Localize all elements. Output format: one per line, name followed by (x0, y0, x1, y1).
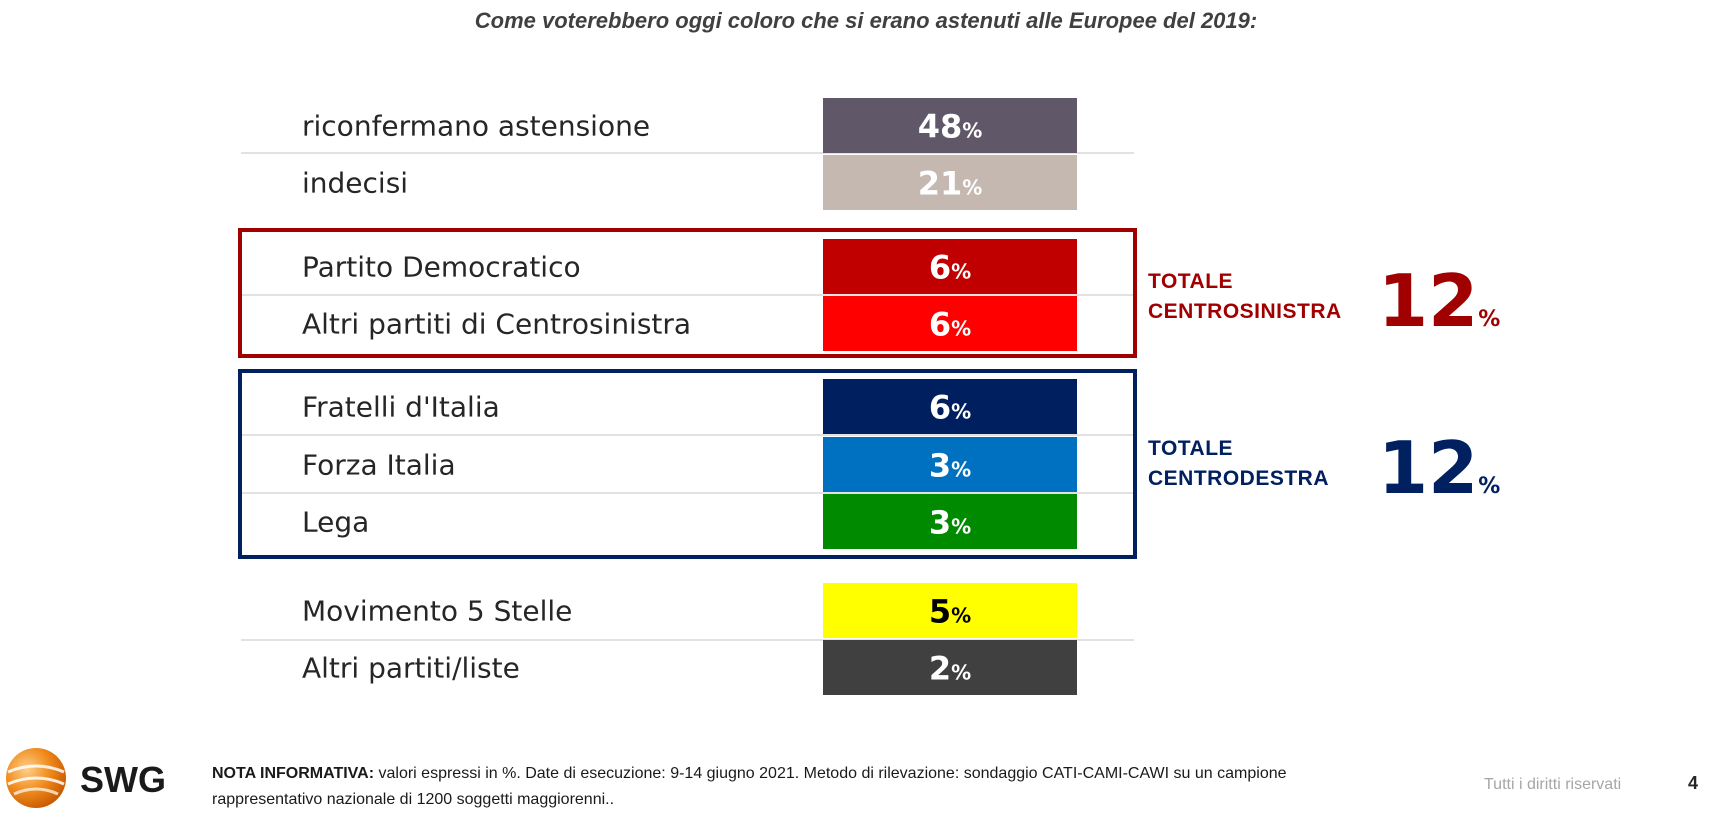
total-centrosinistra-unit: % (1478, 307, 1501, 332)
total-centrodestra-unit: % (1478, 474, 1501, 499)
total-centrodestra-value: 12% (1378, 432, 1500, 523)
value-label: 3% (929, 504, 971, 542)
value-unit: % (951, 317, 971, 341)
value-unit: % (951, 458, 971, 482)
value-label: 5% (929, 593, 971, 631)
logo-text: SWG (80, 759, 166, 800)
total-centrosinistra-label: TOTALE CENTROSINISTRA (1148, 267, 1342, 327)
row-label: riconfermano astensione (302, 110, 650, 143)
centrosinistra-box (238, 228, 1137, 358)
total-centrosinistra-label-line1: TOTALE (1148, 270, 1234, 293)
total-centrosinistra-value: 12% (1378, 265, 1500, 356)
footnote-text: valori espressi in %. Date di esecuzione… (212, 765, 1287, 808)
value-cell (823, 379, 1077, 434)
value-number: 3 (929, 447, 951, 485)
value-unit: % (962, 176, 982, 200)
value-unit: % (962, 119, 982, 143)
row-label: Fratelli d'Italia (302, 391, 500, 424)
value-number: 6 (929, 306, 951, 344)
total-centrosinistra-number: 12 (1378, 259, 1479, 343)
value-number: 6 (929, 249, 951, 287)
value-number: 6 (929, 389, 951, 427)
value-label: 3% (929, 447, 971, 485)
value-cell (823, 98, 1077, 153)
value-cell (823, 583, 1077, 638)
row-label: Forza Italia (302, 449, 456, 482)
value-number: 3 (929, 504, 951, 542)
value-label: 48% (918, 108, 983, 146)
chart-title: Come voterebbero oggi coloro che si eran… (474, 8, 1258, 33)
value-label: 6% (929, 249, 971, 287)
row-label: Movimento 5 Stelle (302, 595, 572, 628)
value-cell (823, 239, 1077, 294)
total-centrodestra-number: 12 (1378, 426, 1479, 510)
value-number: 5 (929, 593, 951, 631)
value-cell (823, 494, 1077, 549)
total-centrodestra-label: TOTALE CENTRODESTRA (1148, 434, 1329, 494)
value-label: 6% (929, 306, 971, 344)
row-label: Lega (302, 506, 369, 539)
value-unit: % (951, 604, 971, 628)
value-label: 21% (918, 165, 983, 203)
value-unit: % (951, 260, 971, 284)
value-cell (823, 296, 1077, 351)
row-label: Altri partiti di Centrosinistra (302, 308, 691, 341)
value-unit: % (951, 400, 971, 424)
footnote-label: NOTA INFORMATIVA: (212, 765, 375, 782)
value-label: 2% (929, 650, 971, 688)
value-cell (823, 640, 1077, 695)
value-unit: % (951, 515, 971, 539)
total-centrosinistra-label-line2: CENTROSINISTRA (1148, 300, 1342, 323)
value-cell (823, 437, 1077, 492)
value-number: 21 (918, 165, 963, 203)
value-number: 2 (929, 650, 951, 688)
value-cell (823, 155, 1077, 210)
total-centrodestra-label-line2: CENTRODESTRA (1148, 467, 1330, 490)
value-label: 6% (929, 389, 971, 427)
centrodestra-box (238, 369, 1137, 559)
row-label: indecisi (302, 167, 408, 200)
row-label: Altri partiti/liste (302, 652, 520, 685)
value-number: 48 (918, 108, 963, 146)
swg-logo: SWG (6, 748, 166, 808)
row-label: Partito Democratico (302, 251, 581, 284)
footnote: NOTA INFORMATIVA: valori espressi in %. … (212, 761, 1372, 813)
total-centrodestra-label-line1: TOTALE (1148, 437, 1234, 460)
page-number: 4 (1688, 773, 1699, 793)
value-unit: % (951, 661, 971, 685)
rights-notice: Tutti i diritti riservati (1484, 776, 1622, 793)
